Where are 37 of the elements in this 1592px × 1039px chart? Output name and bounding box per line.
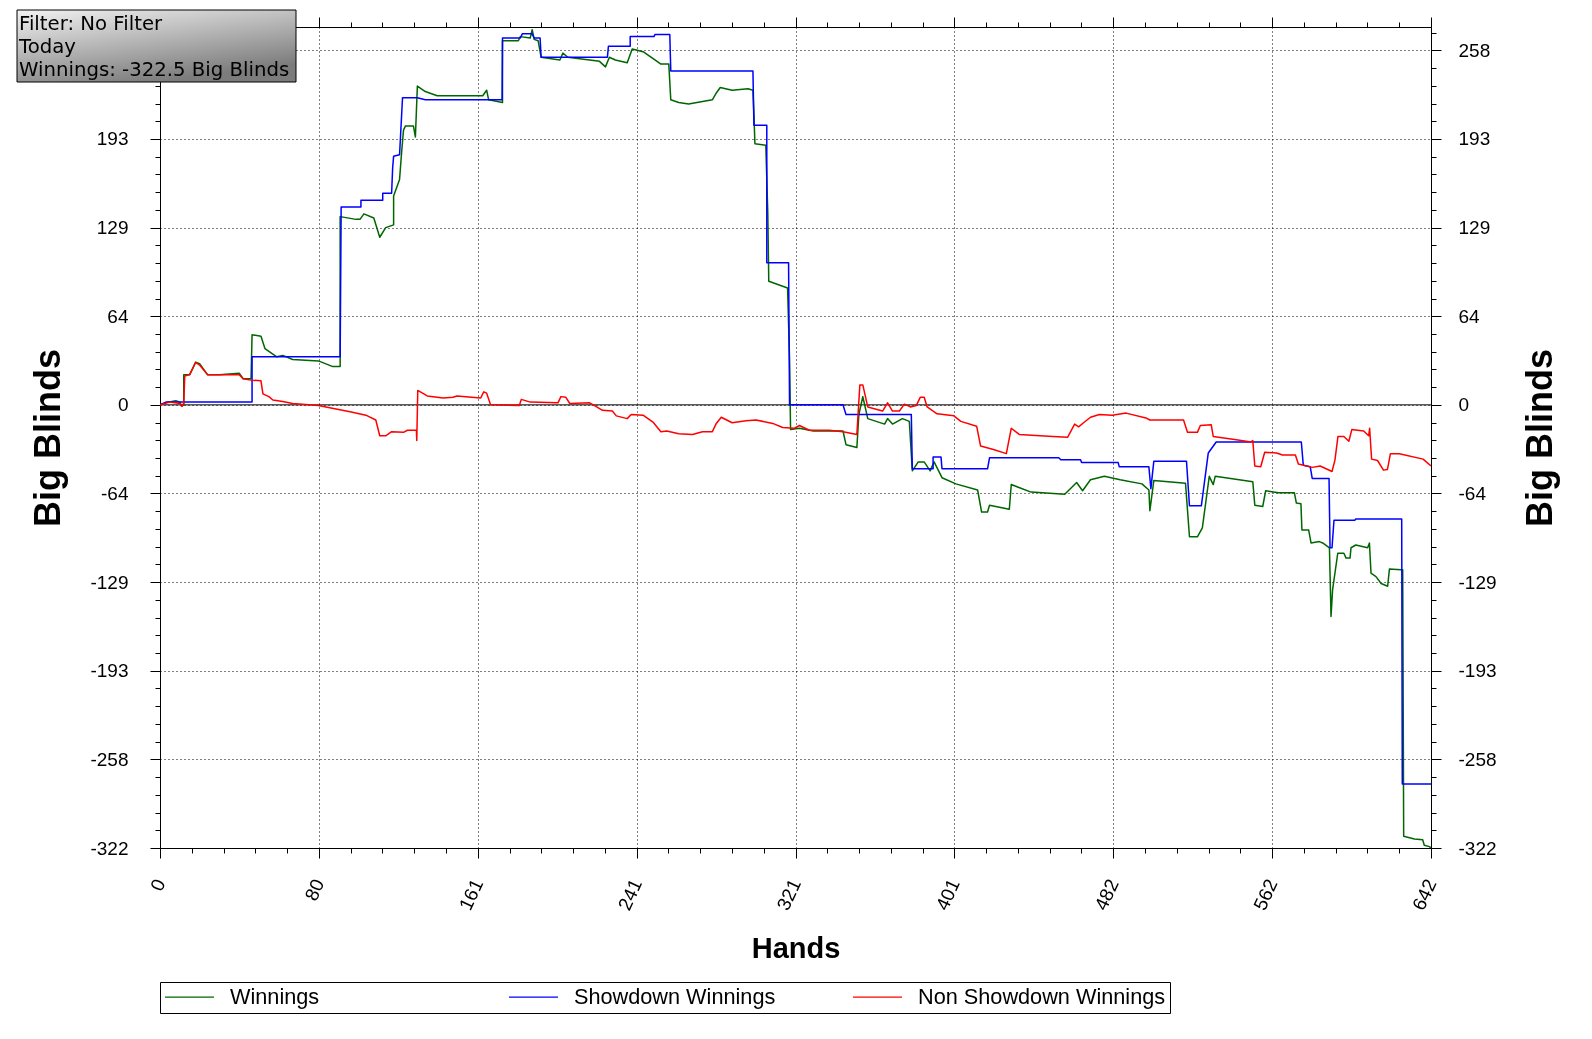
y2-tick-label: -64 [1458, 482, 1487, 504]
x-tick-label: 0 [146, 875, 170, 895]
legend-label: Non Showdown Winnings [918, 984, 1166, 1010]
y2-tick-label: 258 [1458, 39, 1491, 61]
x-tick-label: 642 [1408, 875, 1441, 914]
y-tick-label: 0 [117, 394, 129, 416]
y2-tick-label: -129 [1458, 571, 1497, 593]
annotation: Filter: No Filter [19, 11, 163, 35]
y2-tick-label: -193 [1458, 660, 1497, 682]
y-tick-label: -129 [90, 571, 129, 593]
y2-axis-title: Big Blinds [1518, 349, 1560, 527]
y2-tick-label: 64 [1458, 305, 1481, 327]
y-tick-label: 193 [96, 128, 129, 150]
x-tick-label: 401 [931, 875, 964, 914]
y2-tick-label: -258 [1458, 748, 1497, 770]
y2-tick-label: 193 [1458, 128, 1491, 150]
x-tick-label: 321 [772, 875, 806, 914]
y-tick-label: -193 [90, 660, 129, 682]
text: Today [18, 34, 77, 58]
y-axis-title: Big Blinds [27, 349, 69, 527]
x-tick-label: 482 [1090, 875, 1123, 914]
y2-tick-label: 129 [1458, 217, 1491, 239]
annotation: Winnings: -322.5 Big Blinds [19, 57, 290, 81]
y2-tick-label: -322 [1458, 837, 1497, 859]
legend-label: Winnings [230, 984, 320, 1010]
x-tick-label: 161 [454, 875, 488, 914]
y-tick-label: 129 [96, 217, 129, 239]
y2-tick-label: 0 [1458, 394, 1470, 416]
x-tick-label: 80 [300, 875, 329, 904]
x-tick-label: 241 [613, 875, 647, 914]
y-tick-label: -322 [90, 837, 129, 859]
x-tick-label: 562 [1249, 875, 1282, 914]
y-tick-label: -258 [90, 748, 129, 770]
legend-label: Showdown Winnings [574, 984, 776, 1010]
y-tick-label: 64 [107, 305, 129, 327]
y-tick-label: -64 [101, 482, 129, 504]
x-axis-title: Hands [751, 932, 841, 965]
